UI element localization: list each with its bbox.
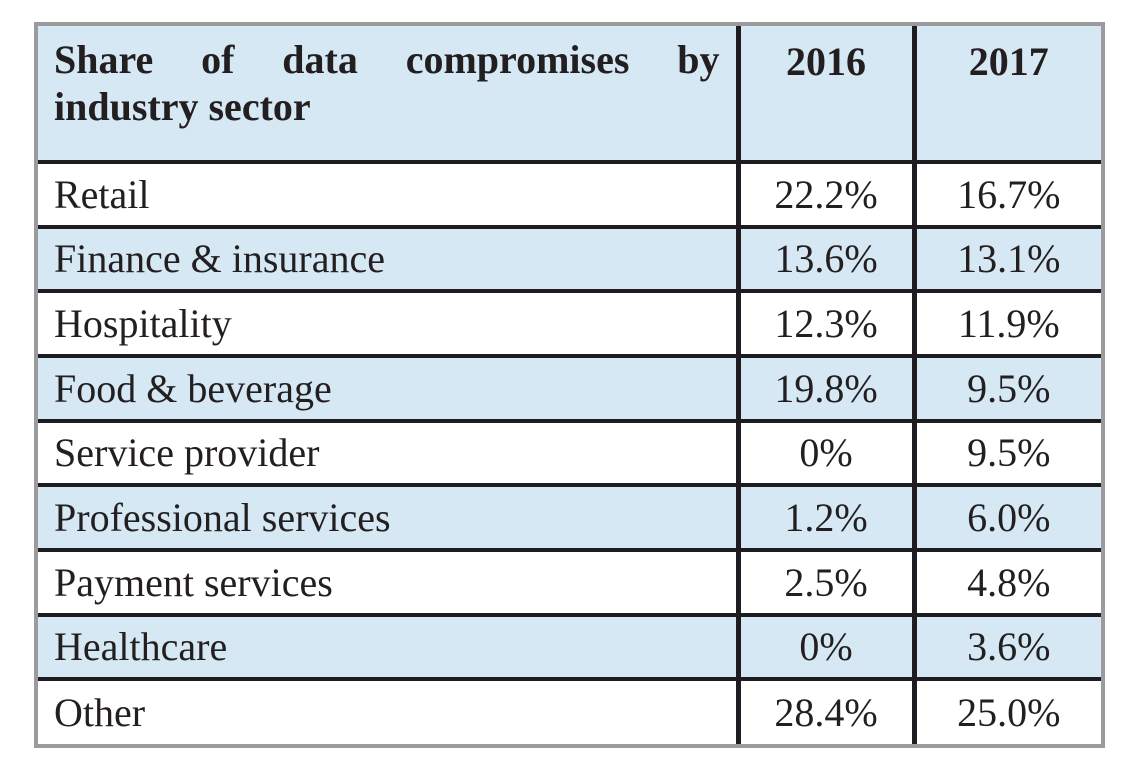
value-2017: 25.0% xyxy=(911,677,1101,744)
value-2017: 6.0% xyxy=(911,483,1101,552)
table-row: Healthcare 0% 3.6% xyxy=(38,612,1101,682)
value-2016: 1.2% xyxy=(735,483,917,552)
value-2017: 9.5% xyxy=(911,418,1101,488)
value-2017: 9.5% xyxy=(911,353,1101,423)
column-header-2017: 2017 xyxy=(911,26,1101,164)
table-row: Other 28.4% 25.0% xyxy=(38,677,1101,744)
row-label: Retail xyxy=(38,162,741,229)
table-row: Payment services 2.5% 4.8% xyxy=(38,547,1101,617)
value-2017: 11.9% xyxy=(911,289,1101,358)
data-compromises-table: Share of data compromises by industry se… xyxy=(38,26,1101,744)
value-2016: 13.6% xyxy=(735,224,917,294)
value-2016: 12.3% xyxy=(735,289,917,358)
row-label: Other xyxy=(38,677,741,744)
value-2016: 2.5% xyxy=(735,547,917,617)
row-label: Hospitality xyxy=(38,289,741,358)
value-2016: 0% xyxy=(735,418,917,488)
row-label: Finance & insurance xyxy=(38,224,741,294)
row-label: Professional services xyxy=(38,483,741,552)
value-2016: 0% xyxy=(735,612,917,682)
value-2017: 3.6% xyxy=(911,612,1101,682)
value-2017: 16.7% xyxy=(911,162,1101,229)
table-row: Food & beverage 19.8% 9.5% xyxy=(38,353,1101,423)
value-2016: 19.8% xyxy=(735,353,917,423)
table-title: Share of data compromises by industry se… xyxy=(38,26,741,164)
value-2016: 22.2% xyxy=(735,162,917,229)
table-body: Retail 22.2% 16.7% Finance & insurance 1… xyxy=(38,162,1101,744)
table-row: Hospitality 12.3% 11.9% xyxy=(38,289,1101,358)
value-2017: 4.8% xyxy=(911,547,1101,617)
table-row: Professional services 1.2% 6.0% xyxy=(38,483,1101,552)
column-header-2016: 2016 xyxy=(735,26,917,164)
table-row: Finance & insurance 13.6% 13.1% xyxy=(38,224,1101,294)
row-label: Healthcare xyxy=(38,612,741,682)
value-2017: 13.1% xyxy=(911,224,1101,294)
data-compromises-table-frame: Share of data compromises by industry se… xyxy=(34,22,1105,748)
table-row: Retail 22.2% 16.7% xyxy=(38,162,1101,229)
table-row: Service provider 0% 9.5% xyxy=(38,418,1101,488)
table-header-row: Share of data compromises by industry se… xyxy=(38,26,1101,164)
row-label: Payment services xyxy=(38,547,741,617)
row-label: Service provider xyxy=(38,418,741,488)
row-label: Food & beverage xyxy=(38,353,741,423)
value-2016: 28.4% xyxy=(735,677,917,744)
